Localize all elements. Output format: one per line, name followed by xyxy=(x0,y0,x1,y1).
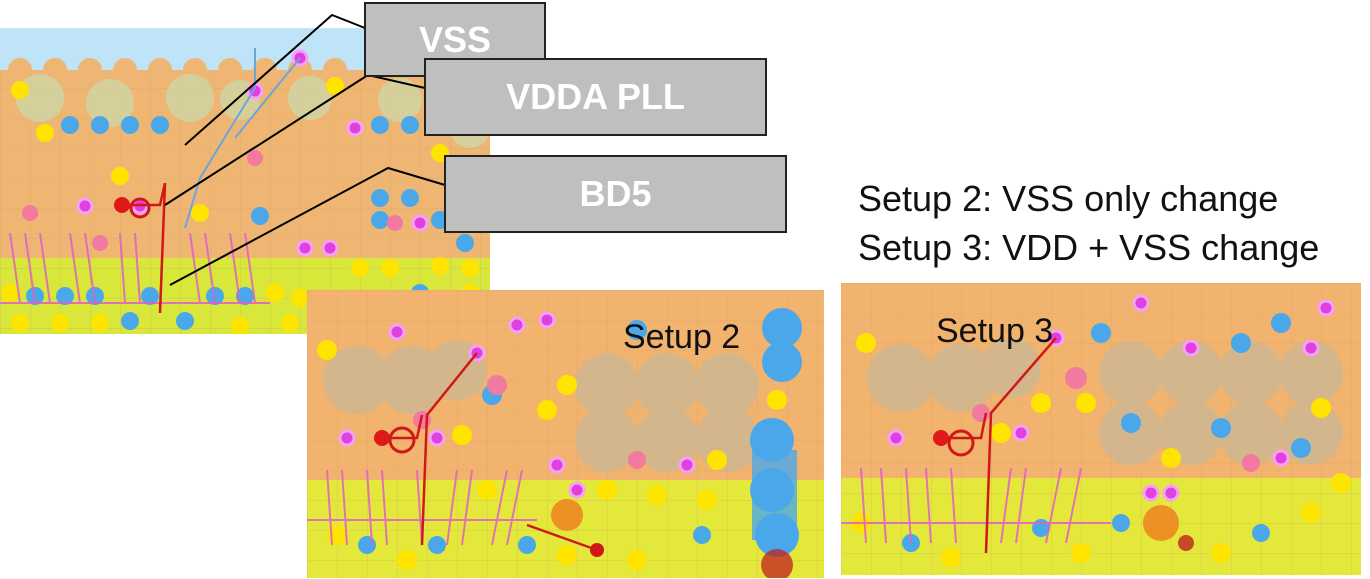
setup3-panel-label: Setup 3 xyxy=(936,312,1054,350)
vdda-pll-callout: VDDA PLL xyxy=(424,58,767,136)
setup2-panel-label: Setup 2 xyxy=(623,318,741,356)
setup3-description: Setup 3: VDD + VSS change xyxy=(858,227,1320,268)
bd5-callout: BD5 xyxy=(444,155,787,233)
setup2-description: Setup 2: VSS only change xyxy=(858,178,1279,219)
setup2-layout-image xyxy=(307,290,824,578)
setup3-layout-image xyxy=(841,283,1361,575)
setup3-layout-panel xyxy=(841,283,1361,575)
setup2-layout-panel xyxy=(307,290,824,578)
